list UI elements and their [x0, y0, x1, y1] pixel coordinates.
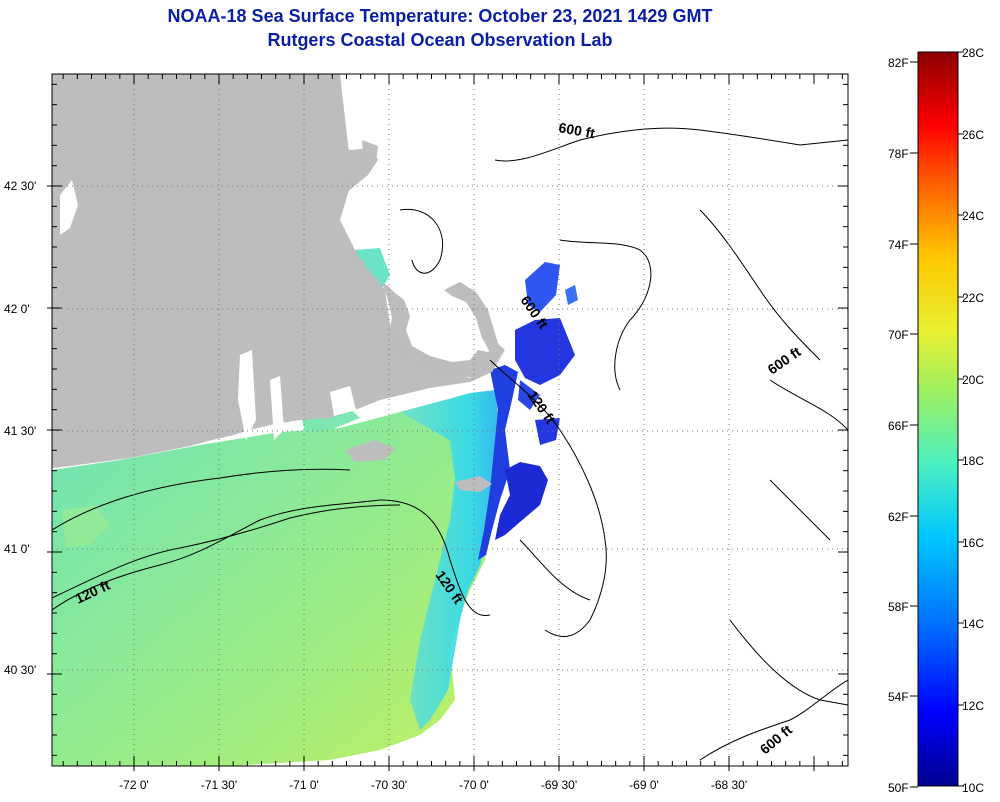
colorbar-label-f: 50F [888, 781, 909, 795]
no-data-gaps [60, 180, 356, 440]
colorbar-label-f: 78F [888, 147, 909, 161]
axis-ticks [47, 74, 848, 771]
colorbar-label-c: 10C [962, 781, 985, 795]
colorbar-label-c: 22C [962, 291, 985, 305]
graticule [52, 74, 848, 766]
colorbar-label-f: 62F [888, 510, 909, 524]
longitude-label: -69 0' [629, 778, 659, 792]
longitude-label: -71 0' [289, 778, 319, 792]
colorbar-label-c: 26C [962, 128, 985, 142]
longitude-label: -69 30' [540, 778, 578, 792]
colorbar-label-f: 70F [888, 328, 909, 342]
map-subtitle: Rutgers Coastal Ocean Observation Lab [267, 30, 613, 50]
latitude-label: 42 30' [4, 179, 37, 193]
longitude-label: -70 0' [459, 778, 489, 792]
longitude-label: -70 30' [370, 778, 408, 792]
colorbar-label-c: 24C [962, 209, 985, 223]
colorbar-label-f: 58F [888, 600, 909, 614]
colorbar-label-c: 18C [962, 454, 985, 468]
colorbar-label-c: 16C [962, 536, 985, 550]
colorbar-label-f: 74F [888, 238, 909, 252]
colorbar-ticks [910, 51, 964, 788]
contour-label: 600 ft [557, 119, 596, 141]
latitude-label: 42 0' [4, 302, 30, 316]
colorbar-label-c: 12C [962, 699, 985, 713]
bathymetry-contours [52, 127, 848, 761]
longitude-label: -72 0' [119, 778, 149, 792]
longitude-label: -71 30' [200, 778, 238, 792]
colorbar-label-f: 66F [888, 419, 909, 433]
colorbar-label-c: 14C [962, 617, 985, 631]
latitude-label: 41 0' [4, 542, 30, 556]
map-title: NOAA-18 Sea Surface Temperature: October… [167, 6, 713, 26]
latitude-label: 40 30' [4, 663, 37, 677]
colorbar-label-f: 82F [888, 56, 909, 70]
map-frame [51, 73, 849, 767]
colorbar [917, 51, 959, 787]
colorbar-label-f: 54F [888, 690, 909, 704]
longitude-label: -68 30' [710, 778, 748, 792]
colorbar-label-c: 28C [962, 46, 985, 60]
latitude-label: 41 30' [4, 424, 37, 438]
colorbar-label-c: 20C [962, 373, 985, 387]
